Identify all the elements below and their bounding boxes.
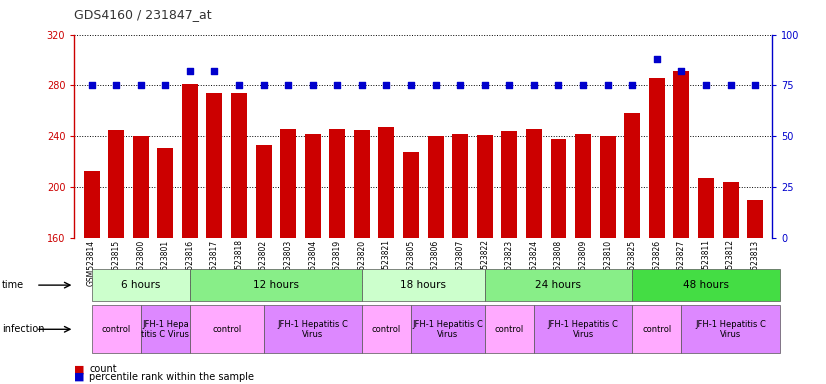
Text: control: control [495, 325, 524, 334]
Point [405, 83, 418, 89]
Point [503, 83, 516, 89]
Bar [206, 93, 222, 238]
Text: JFH-1 Hepatitis C
Virus: JFH-1 Hepatitis C Virus [695, 319, 766, 339]
Point [257, 83, 270, 89]
Point [110, 83, 123, 89]
Text: JFH-1 Hepatitis C
Virus: JFH-1 Hepatitis C Virus [412, 319, 483, 339]
Bar [673, 71, 690, 238]
Bar [485, 305, 534, 353]
Bar [108, 130, 124, 238]
Point [453, 83, 467, 89]
Text: time: time [2, 280, 24, 290]
Bar [575, 134, 591, 238]
Bar [698, 178, 714, 238]
Point [700, 83, 713, 89]
Bar [157, 148, 173, 238]
Point [650, 56, 663, 62]
Bar [190, 305, 263, 353]
Bar [403, 152, 419, 238]
Text: JFH-1 Hepatitis C
Virus: JFH-1 Hepatitis C Virus [548, 319, 619, 339]
Text: ■: ■ [74, 372, 85, 382]
Point [478, 83, 491, 89]
Bar [485, 269, 632, 301]
Point [232, 83, 245, 89]
Bar [748, 200, 763, 238]
Bar [362, 269, 485, 301]
Bar [182, 84, 198, 238]
Point [601, 83, 615, 89]
Text: 48 hours: 48 hours [683, 280, 729, 290]
Point [380, 83, 393, 89]
Text: JFH-1 Hepa
titis C Virus: JFH-1 Hepa titis C Virus [141, 319, 189, 339]
Bar [190, 269, 362, 301]
Text: 18 hours: 18 hours [401, 280, 446, 290]
Bar [83, 170, 99, 238]
Text: infection: infection [2, 324, 44, 334]
Point [355, 83, 368, 89]
Point [134, 83, 147, 89]
Point [159, 83, 172, 89]
Bar [378, 127, 395, 238]
Text: control: control [372, 325, 401, 334]
Point [208, 68, 221, 74]
Text: count: count [89, 364, 116, 374]
Point [724, 83, 737, 89]
Bar [624, 113, 640, 238]
Point [748, 83, 762, 89]
Bar [600, 136, 615, 238]
Bar [632, 269, 780, 301]
Bar [411, 305, 485, 353]
Point [330, 83, 344, 89]
Text: JFH-1 Hepatitis C
Virus: JFH-1 Hepatitis C Virus [278, 319, 349, 339]
Text: percentile rank within the sample: percentile rank within the sample [89, 372, 254, 382]
Bar [501, 131, 517, 238]
Bar [92, 305, 140, 353]
Bar [354, 130, 370, 238]
Bar [681, 305, 780, 353]
Point [282, 83, 295, 89]
Point [85, 83, 98, 89]
Point [527, 83, 540, 89]
Point [429, 83, 442, 89]
Bar [428, 136, 444, 238]
Bar [255, 145, 272, 238]
Bar [92, 269, 190, 301]
Bar [550, 139, 567, 238]
Bar [632, 305, 681, 353]
Text: GDS4160 / 231847_at: GDS4160 / 231847_at [74, 8, 212, 21]
Bar [534, 305, 632, 353]
Bar [263, 305, 362, 353]
Text: 6 hours: 6 hours [121, 280, 160, 290]
Text: control: control [642, 325, 672, 334]
Bar [280, 129, 297, 238]
Bar [305, 134, 320, 238]
Bar [140, 305, 190, 353]
Point [552, 83, 565, 89]
Bar [723, 182, 738, 238]
Point [675, 68, 688, 74]
Bar [526, 129, 542, 238]
Text: 24 hours: 24 hours [535, 280, 582, 290]
Bar [231, 93, 247, 238]
Text: control: control [212, 325, 241, 334]
Point [625, 83, 638, 89]
Text: 12 hours: 12 hours [253, 280, 299, 290]
Bar [648, 78, 665, 238]
Point [183, 68, 197, 74]
Bar [133, 136, 149, 238]
Bar [452, 134, 468, 238]
Bar [330, 129, 345, 238]
Point [306, 83, 320, 89]
Text: control: control [102, 325, 131, 334]
Bar [477, 135, 493, 238]
Bar [362, 305, 411, 353]
Point [577, 83, 590, 89]
Text: ■: ■ [74, 364, 85, 374]
